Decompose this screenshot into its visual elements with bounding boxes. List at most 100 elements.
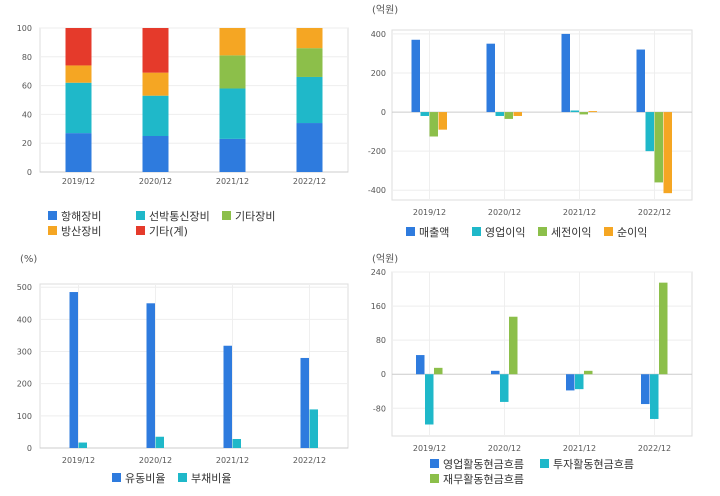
c2-bar [438, 112, 447, 130]
c1-bar [142, 28, 169, 73]
c3-ytick-label: 300 [17, 348, 32, 357]
c3-bar [300, 357, 309, 448]
c1-xtick-label: 2019/12 [62, 177, 95, 186]
c1-bar [219, 28, 246, 56]
c4-legend-swatch [430, 459, 439, 468]
c2-legend-swatch [604, 227, 613, 236]
c1-ytick-label: 40 [22, 110, 32, 119]
c3-xtick-label: 2020/12 [139, 456, 172, 465]
c1-ytick-label: 0 [27, 168, 32, 177]
c4-bar [434, 367, 443, 375]
c4-bar [509, 316, 518, 375]
c2-ytick-label: 400 [371, 30, 386, 39]
c2-bar [654, 112, 663, 183]
c4-bar [659, 282, 668, 375]
c4-bar [491, 370, 500, 375]
c4-ytick-label: 80 [376, 336, 386, 345]
c2-bar [513, 112, 522, 116]
c3-ytick-label: 200 [17, 380, 32, 389]
c4-xtick-label: 2020/12 [488, 444, 521, 453]
chart4-unit-label: (억원) [372, 253, 398, 265]
c2-bar [636, 49, 645, 113]
c3-bar [223, 345, 232, 448]
c1-bar [296, 48, 323, 77]
c2-bar [495, 112, 504, 116]
c2-ytick-label: -400 [368, 186, 386, 195]
c1-xtick-label: 2020/12 [139, 177, 172, 186]
c2-legend-label: 세전이익 [551, 226, 591, 239]
c4-bar [416, 355, 425, 375]
c2-bar [504, 112, 513, 119]
c2-bar [588, 111, 597, 113]
c2-bar [663, 112, 672, 194]
c1-bar [296, 123, 323, 172]
c3-bar [78, 442, 87, 448]
c2-xtick-label: 2021/12 [563, 208, 596, 217]
c1-legend-label: 항해장비 [61, 209, 101, 223]
c1-bar [296, 28, 323, 49]
c2-bar [645, 112, 654, 152]
c3-bar [232, 438, 241, 448]
c1-chart-group: 0 20 40 60 80 100 2019/12 2020/12 2021/12 2022/12… [17, 24, 349, 238]
c4-bar [566, 374, 575, 391]
c1-legend-swatch [136, 226, 145, 235]
c1-legend-swatch [48, 211, 57, 220]
c2-bar [429, 112, 438, 137]
c4-bar [641, 374, 650, 405]
chart2-unit-label: (억원) [372, 4, 398, 16]
c4-xtick-label: 2019/12 [413, 444, 446, 453]
c4-bar [500, 374, 509, 402]
c3-legend-swatch [112, 473, 121, 482]
c2-legend-swatch [406, 227, 415, 236]
c1-ytick-label: 60 [22, 82, 32, 91]
c3-ytick-label: 400 [17, 315, 32, 324]
c2-plot-frame [391, 29, 693, 201]
c1-bar [142, 136, 169, 172]
c3-bar [146, 303, 155, 448]
c1-bar [65, 65, 92, 83]
c4-bar [575, 374, 584, 390]
c2-legend-swatch [538, 227, 547, 236]
c2-bar [570, 110, 579, 113]
c2-bar [486, 43, 495, 113]
c2-bar [579, 112, 588, 115]
c1-legend-label: 선박통신장비 [149, 210, 210, 223]
c1-bar [296, 76, 323, 124]
c1-bar [65, 82, 92, 134]
c2-ytick-label: 0 [381, 108, 386, 117]
c3-xtick-label: 2021/12 [216, 456, 249, 465]
c3-chart-group: 0 100 200 300 400 500 2019/12 2020/12 2021/12 202… [17, 283, 349, 485]
c1-legend-swatch [48, 226, 57, 235]
c2-ytick-label: -200 [368, 147, 386, 156]
c3-xtick-label: 2019/12 [62, 456, 95, 465]
c2-legend-swatch [472, 227, 481, 236]
c2-bar [420, 112, 429, 116]
c2-bar [411, 39, 420, 113]
c4-ytick-label: -80 [373, 404, 386, 413]
c1-bar [65, 133, 92, 172]
c4-legend-label: 투자활동현금흐름 [553, 457, 634, 471]
c1-xtick-label: 2022/12 [293, 177, 326, 186]
c4-chart-group: -80 0 80 160 240 2019/12 2020/12 2021/12 2022/12… [371, 268, 693, 486]
c3-legend-swatch [178, 473, 187, 482]
c3-xtick-label: 2022/12 [293, 456, 326, 465]
c4-bar [584, 370, 593, 375]
c1-bar [142, 95, 169, 136]
c3-bar [69, 292, 78, 448]
c1-legend-label: 방산장비 [61, 225, 101, 238]
c4-legend-label: 재무활동현금흐름 [443, 472, 524, 486]
c2-legend-label: 영업이익 [485, 226, 525, 239]
c1-xtick-label: 2021/12 [216, 177, 249, 186]
c3-bar [309, 409, 318, 448]
c3-ytick-label: 0 [27, 444, 32, 453]
c4-bar [425, 374, 434, 425]
c3-legend-label: 유동비율 [125, 472, 165, 485]
c4-ytick-label: 160 [371, 302, 386, 311]
c3-ytick-label: 100 [17, 412, 32, 421]
c4-xtick-label: 2021/12 [563, 444, 596, 453]
chart3-unit-label: (%) [20, 254, 37, 265]
c1-legend-swatch [222, 211, 231, 220]
c1-bar [65, 28, 92, 66]
c4-plot-frame [391, 271, 693, 437]
